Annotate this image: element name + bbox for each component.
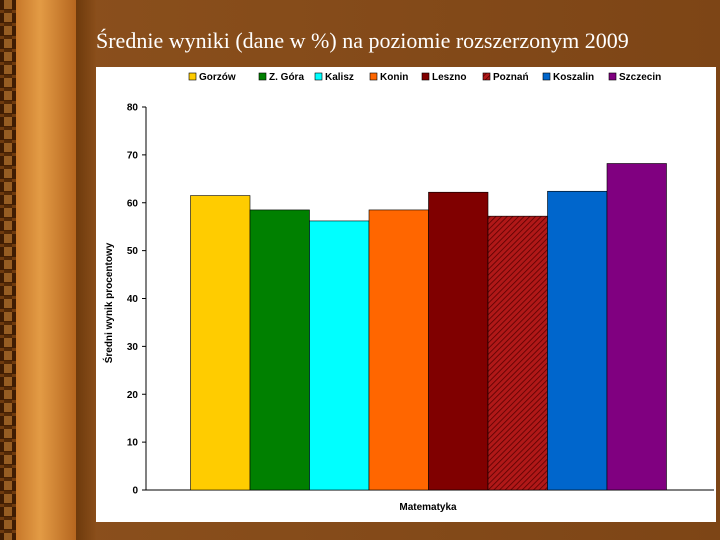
legend-label: Leszno bbox=[432, 72, 466, 83]
chart-bars bbox=[190, 163, 667, 491]
bar-kalisz bbox=[309, 220, 370, 491]
y-tick-label: 60 bbox=[127, 198, 139, 209]
legend-label: Konin bbox=[380, 72, 408, 83]
y-axis-label: Średni wynik procentowy bbox=[102, 242, 115, 363]
bar-szczecin bbox=[606, 163, 667, 491]
decorative-left-band bbox=[16, 0, 76, 540]
x-axis-label: Matematyka bbox=[399, 502, 457, 513]
legend-swatch bbox=[188, 72, 197, 81]
legend-swatch bbox=[369, 72, 378, 81]
bar-gorzów bbox=[190, 195, 251, 491]
legend-label: Kalisz bbox=[325, 72, 354, 83]
bar-chart: Gorzów Z. Góra Kalisz Konin Leszno Poznań Kosz… bbox=[102, 72, 714, 513]
legend-swatch bbox=[542, 72, 551, 81]
legend-swatch bbox=[258, 72, 267, 81]
chart-legend: Gorzów Z. Góra Kalisz Konin Leszno Poznań Kosz… bbox=[188, 72, 661, 83]
slide-title: Średnie wyniki (dane w %) na poziomie ro… bbox=[96, 28, 629, 53]
bar-konin bbox=[368, 209, 429, 491]
y-tick-label: 10 bbox=[127, 438, 139, 449]
y-tick-label: 0 bbox=[132, 486, 138, 497]
bar-z-góra bbox=[249, 209, 310, 491]
y-tick-label: 80 bbox=[127, 103, 139, 114]
y-tick-label: 40 bbox=[127, 294, 139, 305]
legend-label: Poznań bbox=[493, 72, 529, 83]
bar-poznań bbox=[487, 215, 548, 491]
y-tick-label: 50 bbox=[127, 246, 139, 257]
chart-panel: Gorzów Z. Góra Kalisz Konin Leszno Poznań Kosz… bbox=[96, 67, 716, 522]
legend-label: Gorzów bbox=[199, 72, 236, 83]
legend-label: Koszalin bbox=[553, 72, 594, 83]
decorative-left-strip bbox=[0, 0, 16, 540]
decorative-left-shadow bbox=[76, 0, 96, 540]
y-tick-label: 70 bbox=[127, 150, 139, 161]
legend-swatch bbox=[314, 72, 323, 81]
legend-swatch bbox=[482, 72, 491, 81]
y-tick-label: 20 bbox=[127, 390, 139, 401]
bar-koszalin bbox=[547, 190, 608, 491]
legend-swatch bbox=[608, 72, 617, 81]
legend-swatch bbox=[421, 72, 430, 81]
legend-label: Szczecin bbox=[619, 72, 661, 83]
y-tick-label: 30 bbox=[127, 342, 139, 353]
legend-label: Z. Góra bbox=[269, 72, 304, 83]
bar-leszno bbox=[428, 191, 489, 491]
